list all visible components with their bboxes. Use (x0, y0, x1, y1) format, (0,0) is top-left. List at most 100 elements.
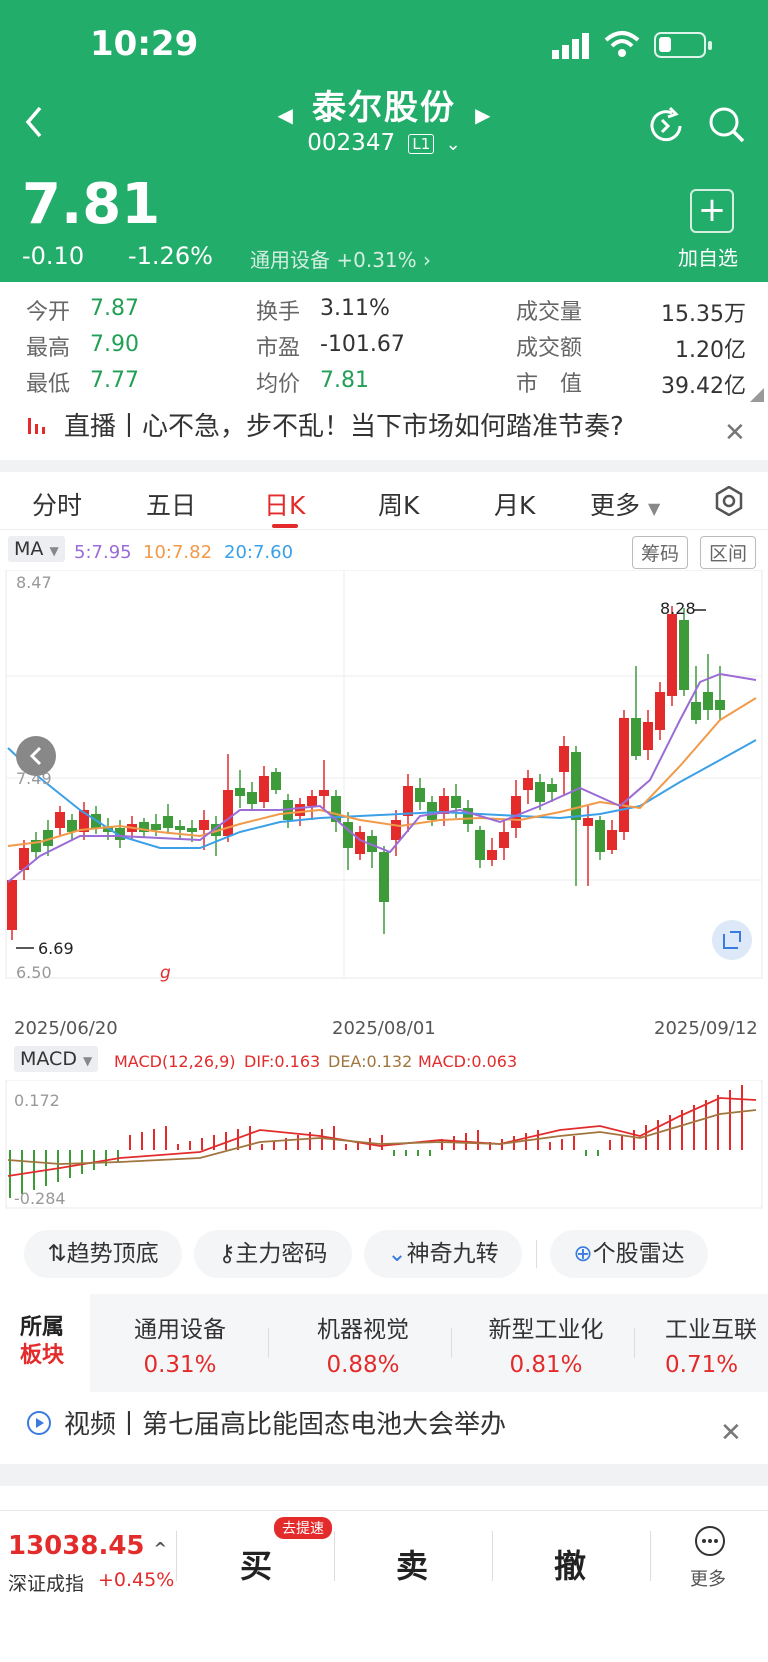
add-watchlist-label[interactable]: 加自选 (678, 246, 738, 270)
tab-more[interactable]: 更多 ▼ (590, 491, 661, 520)
buy-button[interactable]: 买 (240, 1547, 273, 1585)
kline-svg[interactable]: 8.47 7.49 6.50 6.69 8.28 g (0, 570, 768, 1070)
prev-stock-icon[interactable]: ◀ (277, 102, 293, 127)
cancel-button[interactable]: 撤 (554, 1547, 587, 1585)
candle-body (487, 850, 497, 860)
index-pct: +0.45% (98, 1569, 175, 1591)
candle-body (451, 796, 461, 808)
candle-body (223, 790, 233, 836)
fullscreen-button[interactable] (712, 920, 752, 960)
quote-stats: 今开 7.87 最高 7.90 最低 7.77 换手 3.11% 市盈 -101… (0, 282, 768, 404)
candle-body (259, 776, 269, 802)
stat-value: 3.11% (320, 296, 390, 321)
candle-body (667, 614, 677, 696)
sell-button[interactable]: 卖 (396, 1547, 429, 1585)
stock-name: 泰尔股份 (312, 88, 456, 128)
stat-label: 市 值 (516, 372, 583, 397)
candle-body (703, 692, 713, 710)
stat-value: 39.42亿 (661, 374, 746, 399)
close-icon[interactable]: ✕ (724, 418, 746, 448)
candle-body (631, 718, 641, 756)
candle-body (343, 822, 353, 848)
nine-turn-button[interactable]: ⌄神奇九转 (364, 1230, 522, 1278)
signal-icon (552, 33, 589, 59)
candle-body (187, 828, 197, 832)
bottom-trade-bar: 13038.45 ^ 深证成指 +0.45% 买 去提速 卖 撤 更多 (0, 1510, 768, 1662)
candle-body (475, 830, 485, 860)
stat-label: 市盈 (256, 336, 301, 361)
wifi-icon (604, 31, 640, 57)
close-icon[interactable]: ✕ (720, 1418, 742, 1448)
date-start: 2025/06/20 (14, 1018, 118, 1039)
tab-weekly-k[interactable]: 周K (378, 491, 420, 520)
settings-icon[interactable] (714, 486, 744, 516)
chips-button[interactable]: 筹码 (632, 536, 689, 569)
sector-item[interactable]: 新型工业化 0.81% (488, 1317, 604, 1378)
add-watchlist-button[interactable]: + (690, 189, 734, 233)
sector-item[interactable]: 机器视觉 0.88% (317, 1317, 409, 1378)
next-stock-icon[interactable]: ▶ (475, 102, 491, 127)
stat-label: 成交额 (516, 336, 583, 361)
stat-value: 7.81 (320, 368, 369, 393)
candle-body (151, 824, 161, 830)
candle-body (511, 796, 521, 828)
macd-top: 0.172 (14, 1091, 60, 1110)
sector-panel: 所属 板块 通用设备 0.31% 机器视觉 0.88% 新型工业化 0.81% 工业互… (0, 1294, 768, 1392)
stat-value: 15.35万 (661, 302, 746, 327)
back-icon[interactable] (22, 104, 46, 140)
low-label: 6.69 (38, 939, 74, 958)
candle-body (319, 790, 329, 796)
sector-link[interactable]: 通用设备 +0.31% › (250, 248, 432, 272)
tab-five-day[interactable]: 五日 (146, 491, 197, 520)
chevron-down-icon[interactable]: ⌄ (445, 134, 461, 155)
macd-selector[interactable]: MACD ▼ (14, 1046, 99, 1072)
sector-item[interactable]: 工业互联 0.71% (665, 1317, 757, 1378)
candle-body (679, 620, 689, 690)
ma10-line (7, 697, 757, 847)
candle-body (499, 832, 509, 848)
buy-badge: 去提速 (274, 1517, 332, 1539)
ma-selector[interactable]: MA ▼ (8, 536, 65, 562)
refresh-icon[interactable] (646, 106, 686, 146)
candle-body (607, 830, 617, 850)
candle-body (67, 820, 77, 832)
macd-dif: DIF:0.163 (244, 1052, 321, 1071)
search-icon[interactable] (708, 106, 746, 144)
candle-body (55, 812, 65, 828)
index-name: 深证成指 (8, 1573, 85, 1595)
candle-body (643, 722, 653, 750)
stat-label: 成交量 (516, 300, 583, 325)
macd-dea: DEA:0.132 (328, 1052, 413, 1071)
candle-body (547, 784, 557, 792)
macd-svg[interactable]: 0.172 -0.284 (0, 1080, 768, 1210)
trend-tool-button[interactable]: ⇅趋势顶底 (24, 1230, 182, 1278)
candle-body (415, 788, 425, 802)
tab-monthly-k[interactable]: 月K (494, 491, 536, 520)
stock-code: 002347 (307, 130, 396, 156)
index-value[interactable]: 13038.45 ^ (8, 1531, 167, 1561)
live-news-banner[interactable]: 直播丨心不急，步不乱！当下市场如何踏准节奏? ✕ (0, 404, 768, 460)
y-axis-min: 6.50 (16, 963, 52, 982)
stat-value: 1.20亿 (675, 338, 746, 363)
stat-value: 7.87 (90, 296, 139, 321)
stat-label: 最高 (26, 336, 71, 361)
current-price: 7.81 (22, 172, 161, 237)
candle-body (307, 796, 317, 806)
candle-body (655, 692, 665, 730)
scroll-left-button[interactable] (16, 736, 56, 776)
tab-daily-k[interactable]: 日K (264, 491, 306, 520)
expand-corner-icon[interactable] (750, 388, 764, 402)
sector-item[interactable]: 通用设备 0.31% (134, 1317, 226, 1378)
tab-intraday[interactable]: 分时 (32, 491, 83, 520)
more-icon[interactable] (694, 1525, 726, 1557)
more-label[interactable]: 更多 (690, 1569, 726, 1590)
active-tab-indicator (272, 524, 298, 528)
radar-button[interactable]: ⊕个股雷达 (550, 1230, 708, 1278)
capital-code-button[interactable]: ⚷主力密码 (194, 1230, 352, 1278)
video-news-banner[interactable]: 视频丨第七届高比能固态电池大会举办 ✕ (0, 1392, 768, 1464)
stat-label: 最低 (26, 372, 71, 397)
level-badge[interactable]: L1 (408, 133, 435, 154)
range-button[interactable]: 区间 (700, 536, 757, 569)
sector-title: 所属 板块 (20, 1315, 65, 1368)
candle-body (163, 816, 173, 828)
